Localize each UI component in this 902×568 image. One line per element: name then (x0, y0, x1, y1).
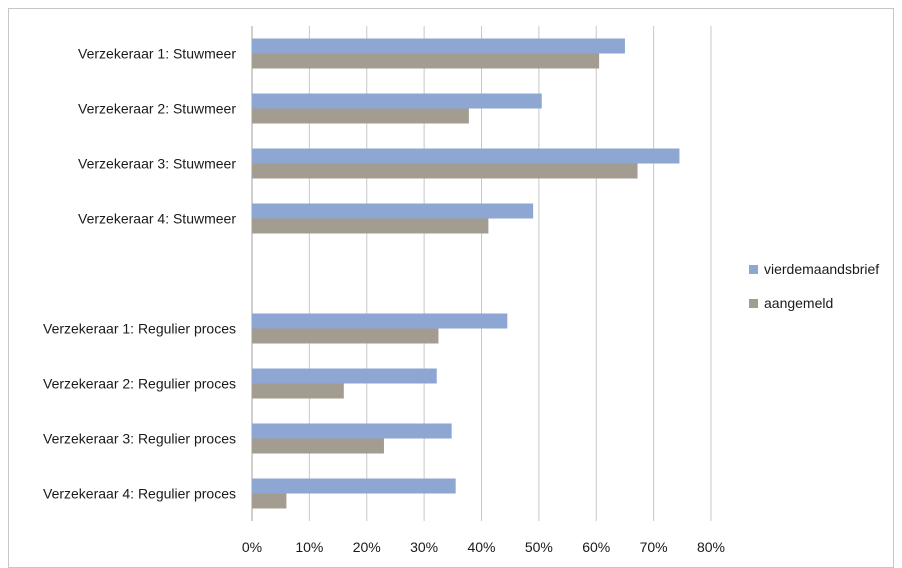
category-label: Verzekeraar 1: Stuwmeer (78, 46, 236, 62)
legend-label: vierdemaandsbrief (764, 261, 879, 277)
bar-aangemeld (252, 108, 469, 124)
bar-aangemeld (252, 53, 600, 69)
category-label: Verzekeraar 3: Stuwmeer (78, 156, 236, 172)
category-label: Verzekeraar 1: Regulier proces (43, 321, 236, 337)
x-tick-label: 20% (353, 539, 381, 555)
bar-aangemeld (252, 493, 287, 509)
bar-vierdemaandsbrief (252, 368, 437, 384)
legend-label: aangemeld (764, 295, 833, 311)
bar-aangemeld (252, 328, 439, 344)
x-tick-label: 0% (242, 539, 262, 555)
category-label: Verzekeraar 4: Regulier proces (43, 486, 236, 502)
x-axis-tick-labels: 0% 10% 20% 30% 40% 50% 60% 70% 80% (242, 539, 725, 555)
bar-vierdemaandsbrief (252, 148, 680, 164)
category-label: Verzekeraar 2: Regulier proces (43, 376, 236, 392)
category-label: Verzekeraar 4: Stuwmeer (78, 211, 236, 227)
bar-vierdemaandsbrief (252, 203, 534, 219)
x-tick-label: 50% (525, 539, 553, 555)
bars (252, 38, 680, 509)
legend-swatch (749, 265, 758, 274)
bar-aangemeld (252, 438, 384, 454)
legend-swatch (749, 299, 758, 308)
bar-aangemeld (252, 383, 344, 399)
bar-vierdemaandsbrief (252, 93, 542, 109)
category-labels: Verzekeraar 1: Stuwmeer Verzekeraar 2: St… (43, 46, 236, 502)
bar-chart: Verzekeraar 1: Stuwmeer Verzekeraar 2: St… (43, 26, 879, 555)
bar-vierdemaandsbrief (252, 478, 456, 494)
bar-aangemeld (252, 163, 638, 179)
legend: vierdemaandsbrief aangemeld (749, 261, 879, 311)
bar-vierdemaandsbrief (252, 38, 625, 54)
bar-vierdemaandsbrief (252, 313, 508, 329)
x-tick-label: 30% (410, 539, 438, 555)
x-tick-label: 10% (295, 539, 323, 555)
category-label: Verzekeraar 3: Regulier proces (43, 431, 236, 447)
bar-aangemeld (252, 218, 489, 234)
x-tick-label: 60% (582, 539, 610, 555)
x-tick-label: 70% (640, 539, 668, 555)
x-tick-label: 40% (467, 539, 495, 555)
x-tick-label: 80% (697, 539, 725, 555)
bar-vierdemaandsbrief (252, 423, 452, 439)
category-label: Verzekeraar 2: Stuwmeer (78, 101, 236, 117)
